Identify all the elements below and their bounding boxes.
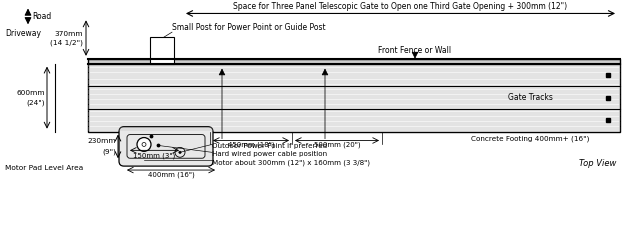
Text: 230mm: 230mm bbox=[87, 139, 116, 144]
Text: Hard wired power cable position: Hard wired power cable position bbox=[212, 151, 327, 157]
Circle shape bbox=[142, 143, 146, 146]
Text: (14 1/2"): (14 1/2") bbox=[50, 40, 83, 46]
FancyBboxPatch shape bbox=[119, 127, 213, 166]
Text: (9"): (9") bbox=[102, 148, 116, 155]
Text: 370mm: 370mm bbox=[55, 31, 83, 37]
Text: 400mm (16"): 400mm (16") bbox=[148, 171, 195, 178]
Text: Front Fence or Wall: Front Fence or Wall bbox=[379, 46, 452, 55]
Text: Driveway: Driveway bbox=[5, 29, 41, 38]
Text: Motor Pad Level Area: Motor Pad Level Area bbox=[5, 165, 84, 171]
Text: 600mm: 600mm bbox=[16, 90, 45, 96]
Bar bbox=[88, 59, 620, 64]
Text: Outdoor Power Point if preferred: Outdoor Power Point if preferred bbox=[212, 144, 327, 149]
Text: Small Post for Power Point or Guide Post: Small Post for Power Point or Guide Post bbox=[172, 23, 326, 32]
Circle shape bbox=[137, 138, 151, 151]
Text: Road: Road bbox=[32, 12, 51, 21]
Circle shape bbox=[179, 151, 181, 154]
Bar bbox=[88, 64, 620, 132]
Text: Space for Three Panel Telescopic Gate to Open one Third Gate Opening + 300mm (12: Space for Three Panel Telescopic Gate to… bbox=[234, 1, 568, 10]
Text: Concrete Footing 400mm+ (16"): Concrete Footing 400mm+ (16") bbox=[471, 136, 589, 142]
Text: Gate Tracks: Gate Tracks bbox=[507, 93, 553, 102]
Text: (24"): (24") bbox=[26, 99, 45, 106]
Bar bbox=[150, 37, 174, 64]
Text: Top View: Top View bbox=[579, 159, 617, 168]
Text: 500mm (20"): 500mm (20") bbox=[314, 141, 360, 148]
Text: Motor about 300mm (12") x 160mm (3 3/8"): Motor about 300mm (12") x 160mm (3 3/8") bbox=[212, 159, 370, 166]
Text: 150mm (3"): 150mm (3") bbox=[133, 152, 175, 159]
Text: 450mm (18"): 450mm (18") bbox=[228, 141, 274, 148]
